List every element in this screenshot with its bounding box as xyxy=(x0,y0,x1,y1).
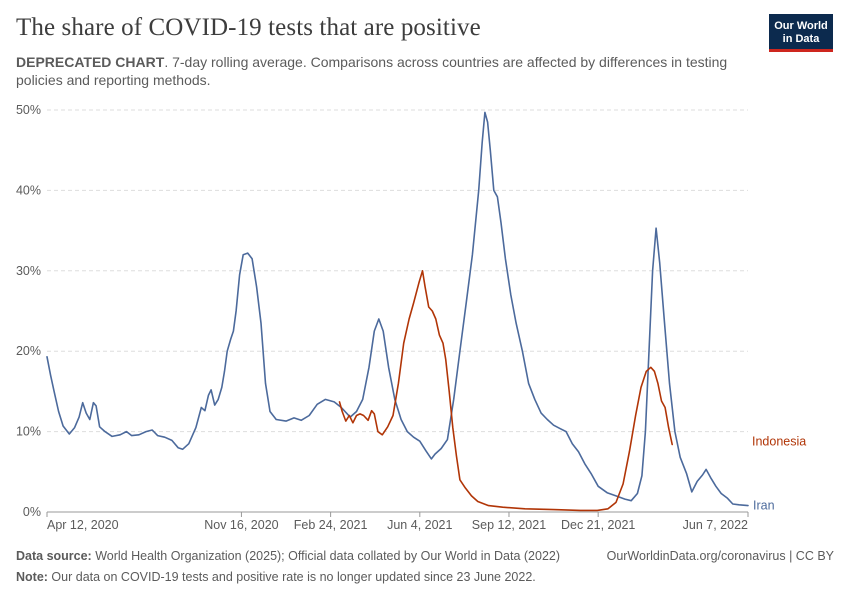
logo-line-2: in Data xyxy=(782,33,820,45)
owid-logo[interactable]: Our World in Data xyxy=(769,14,833,52)
series-line-indonesia xyxy=(338,270,673,512)
note-line: Note: Our data on COVID-19 tests and pos… xyxy=(16,570,536,584)
x-tick-label: Dec 21, 2021 xyxy=(561,518,635,532)
note-text: Our data on COVID-19 tests and positive … xyxy=(47,570,536,584)
source-text: World Health Organization (2025); Offici… xyxy=(91,549,561,563)
source-label: Data source: xyxy=(16,549,92,563)
y-tick-label: 0% xyxy=(23,505,41,519)
chart-subtitle: DEPRECATED CHART. 7-day rolling average.… xyxy=(16,53,736,89)
source-url[interactable]: OurWorldinData.org/coronavirus | CC BY xyxy=(606,549,834,563)
series-line-iran xyxy=(46,111,749,507)
y-tick-label: 20% xyxy=(16,344,41,358)
source-line: Data source: World Health Organization (… xyxy=(16,549,560,563)
y-tick-label: 40% xyxy=(16,183,41,197)
series-label-iran: Iran xyxy=(753,499,775,513)
chart-title: The share of COVID-19 tests that are pos… xyxy=(16,14,481,41)
subtitle-text: . 7-day rolling average. Comparisons acr… xyxy=(16,54,728,88)
note-label: Note: xyxy=(16,570,48,584)
x-tick-label: Nov 16, 2020 xyxy=(204,518,278,532)
x-tick-label: Jun 7, 2022 xyxy=(683,518,748,532)
y-tick-label: 30% xyxy=(16,264,41,278)
x-tick-label: Jun 4, 2021 xyxy=(387,518,452,532)
x-tick-label: Feb 24, 2021 xyxy=(294,518,368,532)
y-tick-label: 50% xyxy=(16,103,41,117)
subtitle-deprecated-label: DEPRECATED CHART xyxy=(16,54,165,70)
x-tick-label: Apr 12, 2020 xyxy=(47,518,119,532)
series-label-indonesia: Indonesia xyxy=(752,434,806,448)
y-tick-label: 10% xyxy=(16,425,41,439)
x-tick-label: Sep 12, 2021 xyxy=(472,518,546,532)
logo-line-1: Our World xyxy=(774,20,828,32)
